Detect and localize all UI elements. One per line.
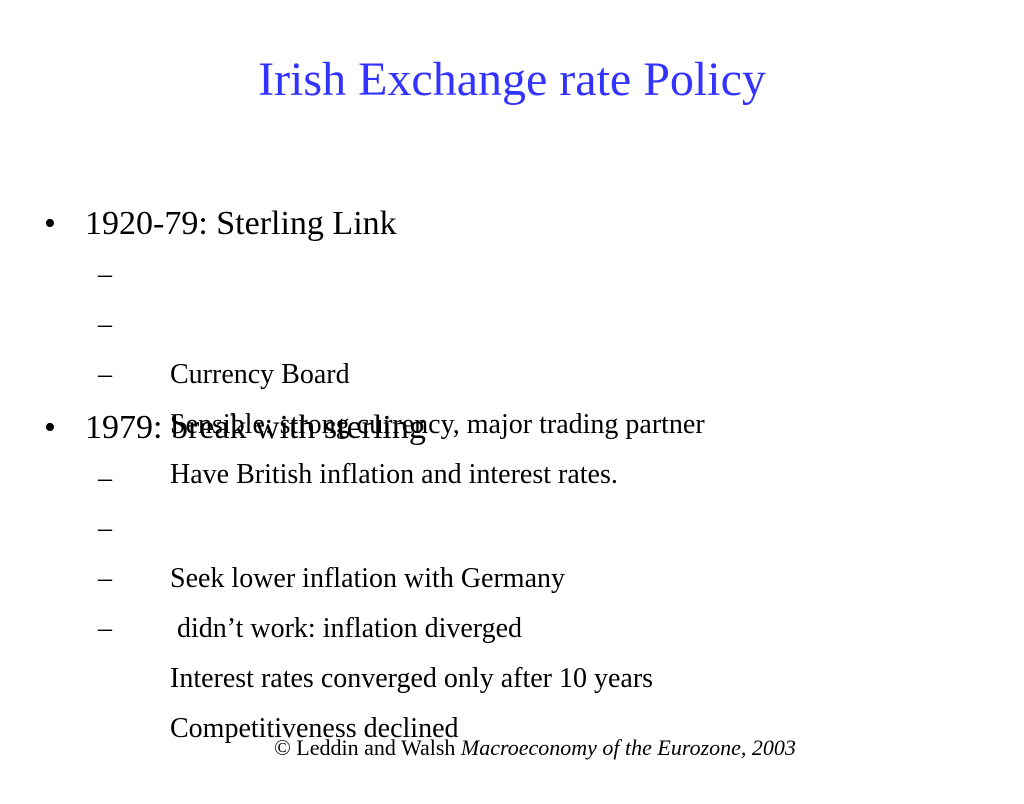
sub-bullet-item: – Interest rates converged only after 10… <box>44 554 1004 694</box>
bullet-item: • 1920-79: Sterling Link <box>44 198 1004 250</box>
sub-bullet-text: Have British inflation and interest rate… <box>170 459 618 490</box>
sub-bullet-item: – Have British inflation and interest ra… <box>44 350 1004 490</box>
sub-bullet-marker: – <box>98 613 112 644</box>
sub-bullet-text: Seek lower inflation with Germany <box>170 563 566 594</box>
sub-bullet-item: – didn’t work: inflation diverged <box>44 504 1004 644</box>
sub-bullet-text: Currency Board <box>170 359 350 390</box>
bullet-list: • 1920-79: Sterling Link – Currency Boar… <box>44 198 1004 744</box>
slide: Irish Exchange rate Policy • 1920-79: St… <box>0 53 1024 763</box>
sub-bullet-marker: – <box>98 513 112 544</box>
bullet-marker: • <box>44 409 56 446</box>
sub-bullet-text: didn’t work: inflation diverged <box>170 613 523 644</box>
sub-bullet-item: – Sensible: strong currency, major tradi… <box>44 300 1004 440</box>
footer-book-title: Macroeconomy of the Eurozone, 2003 <box>460 735 796 760</box>
sub-bullet-text: Competitiveness declined <box>170 713 459 744</box>
sub-bullet-item: – Currency Board <box>44 250 1004 390</box>
slide-title: Irish Exchange rate Policy <box>258 53 766 106</box>
footer-credit: © Leddin and Walsh <box>274 735 461 760</box>
sub-bullet-text: Interest rates converged only after 10 y… <box>170 663 654 694</box>
bullet-text: 1979: break with sterling <box>85 409 426 446</box>
sub-bullet-marker: – <box>98 259 112 290</box>
bullet-marker: • <box>44 205 56 242</box>
sub-bullet-marker: – <box>98 463 112 494</box>
bullet-item: • 1979: break with sterling <box>44 402 1004 454</box>
sub-bullet-marker: – <box>98 563 112 594</box>
sub-bullet-marker: – <box>98 309 112 340</box>
sub-bullet-item: – Seek lower inflation with Germany <box>44 454 1004 594</box>
slide-footer: © Leddin and Walsh Macroeconomy of the E… <box>0 733 1024 763</box>
sub-bullet-item: – Competitiveness declined <box>44 604 1004 744</box>
bullet-text: 1920-79: Sterling Link <box>85 205 397 242</box>
sub-bullet-text: Sensible: strong currency, major trading… <box>170 409 705 440</box>
sub-bullet-marker: – <box>98 359 112 390</box>
